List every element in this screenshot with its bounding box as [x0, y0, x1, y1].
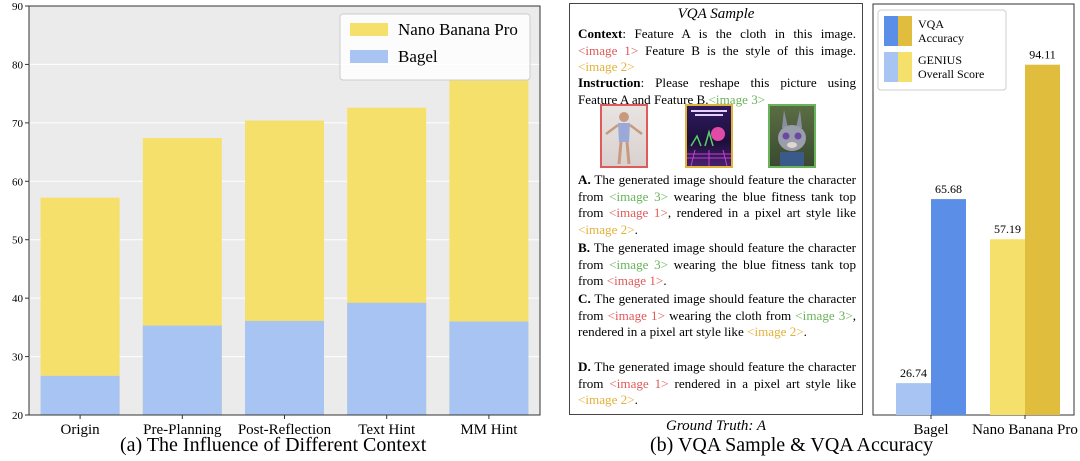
option-c-text-1: The generated image should feature the c…: [578, 291, 856, 323]
context-label: Context: [578, 26, 623, 41]
option-b-label: B.: [578, 240, 591, 255]
option-a-text-3: , rendered in a pixel art style like: [667, 205, 856, 220]
vqa-option-d: D. The generated image should feature th…: [578, 359, 856, 409]
legend-label: Nano Banana Pro: [398, 20, 518, 39]
vqa-title: VQA Sample: [677, 6, 755, 22]
option-d-image-1-ref: <image 1>: [609, 375, 669, 391]
legend-label-line-1: VQA: [918, 17, 944, 31]
vqa-accuracy-chart: 26.74 65.68 Bagel 57.19 94.11 Nano Banana Pro…: [872, 3, 1078, 438]
vqa-context: Context: Feature A is the cloth in this …: [578, 26, 856, 76]
option-a-text-2: wearing the blue fitness tank top from: [578, 188, 857, 221]
vqa-option-b: B. The generated image should feature th…: [578, 240, 856, 290]
x-tick-label: Post-Reflection: [238, 422, 332, 438]
instruction-image-3-ref: <image 3>: [708, 91, 766, 107]
y-tick-label: 90: [12, 1, 24, 13]
y-tick-label: 70: [12, 118, 24, 130]
data-label: 26.74: [900, 366, 927, 380]
option-b-text-1: The generated image should feature the c…: [578, 240, 856, 272]
context-text-2: Feature B is the style of this image.: [638, 42, 856, 58]
plot-frame: [28, 5, 541, 416]
bar-genius-overall-score: [990, 239, 1025, 415]
image-2-thumbnail: [685, 104, 733, 168]
option-b-text-3: .: [663, 273, 667, 288]
context-influence-chart: 20 30 40 50 60 70 80 90 Origin Pre-Planning Post-R…: [12, 1, 541, 438]
y-tick-label: 20: [12, 410, 24, 422]
ground-truth: Ground Truth: A: [665, 418, 767, 434]
vqa-option-a: A. The generated image should feature th…: [578, 172, 856, 238]
option-c-image-2-ref: <image 2>: [747, 324, 804, 339]
legend-swatch: [884, 16, 898, 46]
pixel-art-scene-icon: [687, 110, 731, 167]
bar-bagel: [449, 321, 529, 415]
bar-bagel: [40, 375, 120, 415]
right-caption: (b) VQA Sample & VQA Accuracy: [650, 434, 934, 456]
option-d-text-2: rendered in a pixel art style like: [668, 375, 857, 391]
x-tick-label: Pre-Planning: [143, 422, 222, 438]
vqa-sample-panel: VQA Sample Context: Feature A is the clo…: [569, 3, 863, 415]
option-c-image-3-ref: <image 3>: [795, 307, 853, 323]
context-image-2-ref: <image 2>: [578, 59, 635, 74]
option-a-image-3-ref: <image 3>: [609, 188, 669, 204]
bar-bagel: [142, 325, 222, 415]
option-d-text-1: The generated image should feature the c…: [578, 359, 856, 391]
image-3-thumbnail: [768, 104, 816, 168]
option-c-text-2: wearing the cloth from: [664, 307, 796, 323]
image-1-thumbnail: [600, 104, 648, 168]
y-tick-label: 30: [12, 352, 24, 364]
vqa-instruction: Instruction: Please reshape this picture…: [578, 75, 856, 108]
legend-label: Bagel: [398, 47, 438, 66]
vqa-option-c: C. The generated image should feature th…: [578, 291, 856, 341]
legend-label-line-2: Accuracy: [918, 31, 964, 45]
bar-bagel: [347, 302, 427, 415]
context-text-1: : Feature A is the cloth in this image.: [622, 26, 856, 41]
option-a-text-4: .: [634, 221, 638, 237]
option-b-text-2: wearing the blue fitness tank top from: [578, 256, 857, 289]
option-c-text-3: , rendered in a pixel art style like: [578, 307, 856, 340]
rabbit-character-icon: [778, 110, 806, 166]
legend-swatch: [350, 23, 388, 36]
y-tick-label: 50: [12, 235, 24, 247]
bar-vqa-accuracy: [1025, 64, 1060, 415]
x-tick-label: Text Hint: [358, 422, 416, 438]
instruction-text: : Please reshape this picture using Feat…: [578, 75, 856, 107]
option-b-image-1-ref: <image 1>: [606, 273, 664, 288]
option-d-image-2-ref: <image 2>: [578, 392, 635, 407]
legend-swatch: [898, 52, 912, 82]
context-image-1-ref: <image 1>: [578, 42, 639, 58]
y-tick-label: 60: [12, 176, 24, 188]
dancer-figure-icon: [605, 112, 643, 165]
option-a-text-1: The generated image should feature the c…: [578, 172, 856, 204]
instruction-label: Instruction: [578, 75, 641, 90]
bar-vqa-accuracy: [931, 199, 966, 415]
data-label: 65.68: [935, 182, 962, 196]
legend-swatch: [884, 52, 898, 82]
legend-swatch: [350, 50, 388, 63]
bar-bagel: [245, 320, 324, 415]
x-tick-label: Origin: [61, 422, 101, 438]
option-c-image-1-ref: <image 1>: [607, 307, 665, 323]
y-tick-label: 80: [12, 59, 24, 71]
option-a-image-2-ref: <image 2>: [578, 221, 635, 237]
legend: Nano Banana Pro Bagel: [339, 13, 531, 81]
data-label: 57.19: [994, 222, 1021, 236]
option-c-label: C.: [578, 291, 591, 306]
y-tick-label: 40: [12, 293, 24, 305]
option-b-image-3-ref: <image 3>: [609, 256, 669, 272]
data-label: 94.11: [1029, 48, 1056, 62]
option-c-text-4: .: [803, 324, 807, 339]
legend-swatch: [898, 16, 912, 46]
x-tick-label: MM Hint: [460, 422, 518, 438]
legend-label-line-1: GENIUS: [918, 53, 962, 67]
option-d-label: D.: [578, 359, 591, 374]
option-a-image-1-ref: <image 1>: [608, 205, 668, 220]
bar-genius-overall-score: [896, 383, 931, 415]
legend-label-line-2: Overall Score: [918, 67, 984, 81]
x-tick-label: Nano Banana Pro: [972, 422, 1078, 438]
x-tick-label: Bagel: [914, 422, 949, 438]
option-d-text-3: .: [634, 392, 638, 407]
left-caption: (a) The Influence of Different Context: [120, 434, 427, 456]
option-a-label: A.: [578, 172, 591, 187]
